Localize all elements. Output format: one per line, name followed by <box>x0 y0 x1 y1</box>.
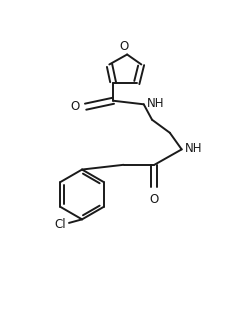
Text: NH: NH <box>147 97 165 110</box>
Text: Cl: Cl <box>54 218 66 231</box>
Text: O: O <box>150 192 159 206</box>
Text: NH: NH <box>185 142 203 155</box>
Text: O: O <box>119 40 128 53</box>
Text: O: O <box>70 100 80 113</box>
